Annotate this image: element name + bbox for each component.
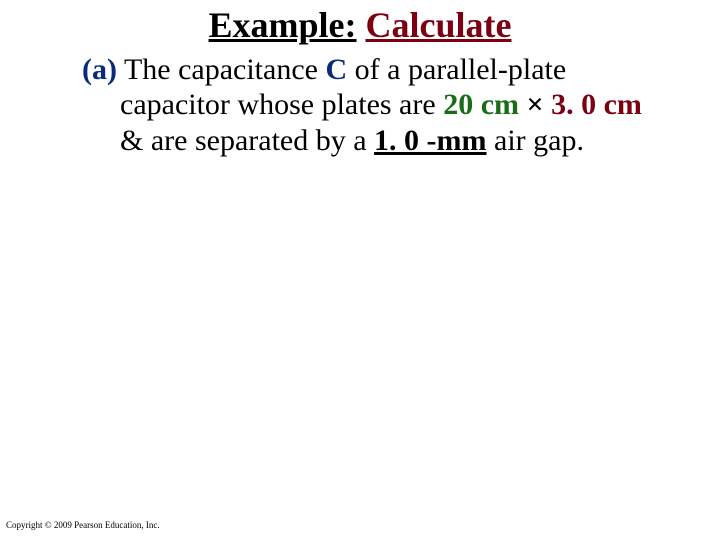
slide-body: (a) The capacitance C of a parallel-plat…	[82, 52, 692, 158]
copyright-text: Copyright © 2009 Pearson Education, Inc.	[6, 520, 160, 530]
slide: Example: Calculate (a) The capacitance C…	[0, 0, 720, 540]
part-label: (a)	[82, 53, 117, 86]
body-text-5: air gap.	[487, 124, 584, 157]
slide-title: Example: Calculate	[0, 6, 720, 46]
dimension-1: 20 cm	[443, 88, 526, 121]
body-text-1: The capacitance	[117, 53, 325, 86]
gap-value: 1. 0 -mm	[374, 124, 486, 157]
symbol-c: C	[325, 53, 347, 86]
title-example: Example:	[209, 5, 357, 45]
body-text-2: of a parallel-plate	[347, 53, 566, 86]
body-line-3: & are separated by a 1. 0 -mm air gap.	[82, 123, 692, 158]
body-text-3: capacitor whose plates are	[120, 88, 443, 121]
title-calculate: Calculate	[366, 5, 512, 45]
body-line-2: capacitor whose plates are 20 cm × 3. 0 …	[82, 87, 692, 122]
times-symbol: ×	[527, 88, 544, 121]
body-text-4: & are separated by a	[120, 124, 374, 157]
dimension-2: 3. 0 cm	[544, 88, 642, 121]
